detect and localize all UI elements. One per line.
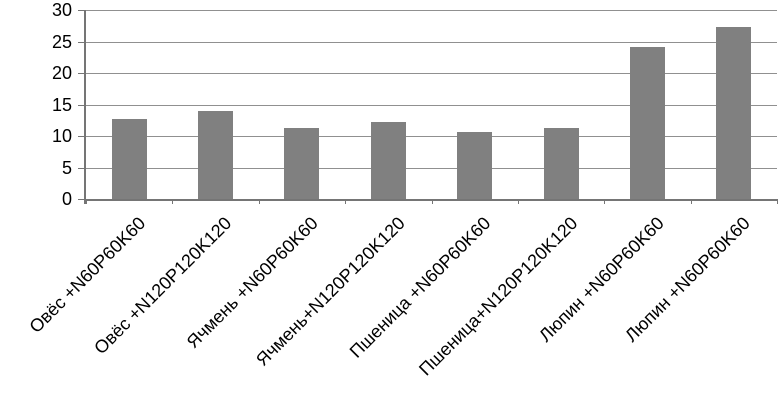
bar — [198, 110, 234, 199]
y-axis-tick-label: 25 — [51, 31, 72, 52]
y-axis-tick-label: 10 — [51, 126, 72, 146]
x-axis-tick — [690, 199, 692, 204]
bar — [457, 131, 493, 199]
gridline — [86, 10, 777, 11]
x-axis-tick — [517, 199, 519, 204]
bar — [629, 46, 665, 199]
x-axis-tick — [345, 199, 347, 204]
x-axis-category-label: Пшеница+N120P120K120 — [414, 213, 582, 380]
x-axis-tick — [604, 199, 606, 204]
y-axis-tick-label: 0 — [61, 189, 72, 209]
bar — [284, 127, 320, 199]
gridline — [86, 167, 777, 169]
y-axis-tick — [78, 104, 86, 106]
y-axis-tick-label: 20 — [51, 63, 72, 83]
x-axis-category-label: Ячмень+N120P120K120 — [251, 213, 409, 370]
gridline — [86, 136, 777, 137]
x-axis-tick — [86, 199, 87, 204]
x-axis-tick — [172, 199, 174, 204]
y-axis-tick — [78, 41, 86, 43]
y-axis-tick — [78, 136, 86, 137]
gridline — [86, 104, 777, 106]
gridline — [86, 41, 777, 43]
x-axis-tick — [777, 199, 778, 204]
x-axis-tick — [431, 199, 433, 204]
y-axis-tick — [78, 10, 86, 11]
bar — [716, 27, 752, 199]
gridline — [86, 73, 777, 74]
y-axis-tick — [78, 199, 86, 200]
y-axis-tick-label: 5 — [61, 157, 72, 178]
bar — [111, 119, 147, 199]
x-axis-category-label: Пшеница +N60P60K60 — [346, 213, 495, 362]
bar — [543, 127, 579, 199]
y-axis — [84, 10, 86, 204]
bar — [370, 121, 406, 199]
y-axis-tick — [78, 73, 86, 74]
y-axis-tick-label: 15 — [51, 94, 72, 115]
x-axis-tick — [258, 199, 260, 204]
y-axis-tick — [78, 167, 86, 169]
x-axis — [84, 199, 777, 201]
y-axis-tick-label: 30 — [51, 0, 72, 20]
